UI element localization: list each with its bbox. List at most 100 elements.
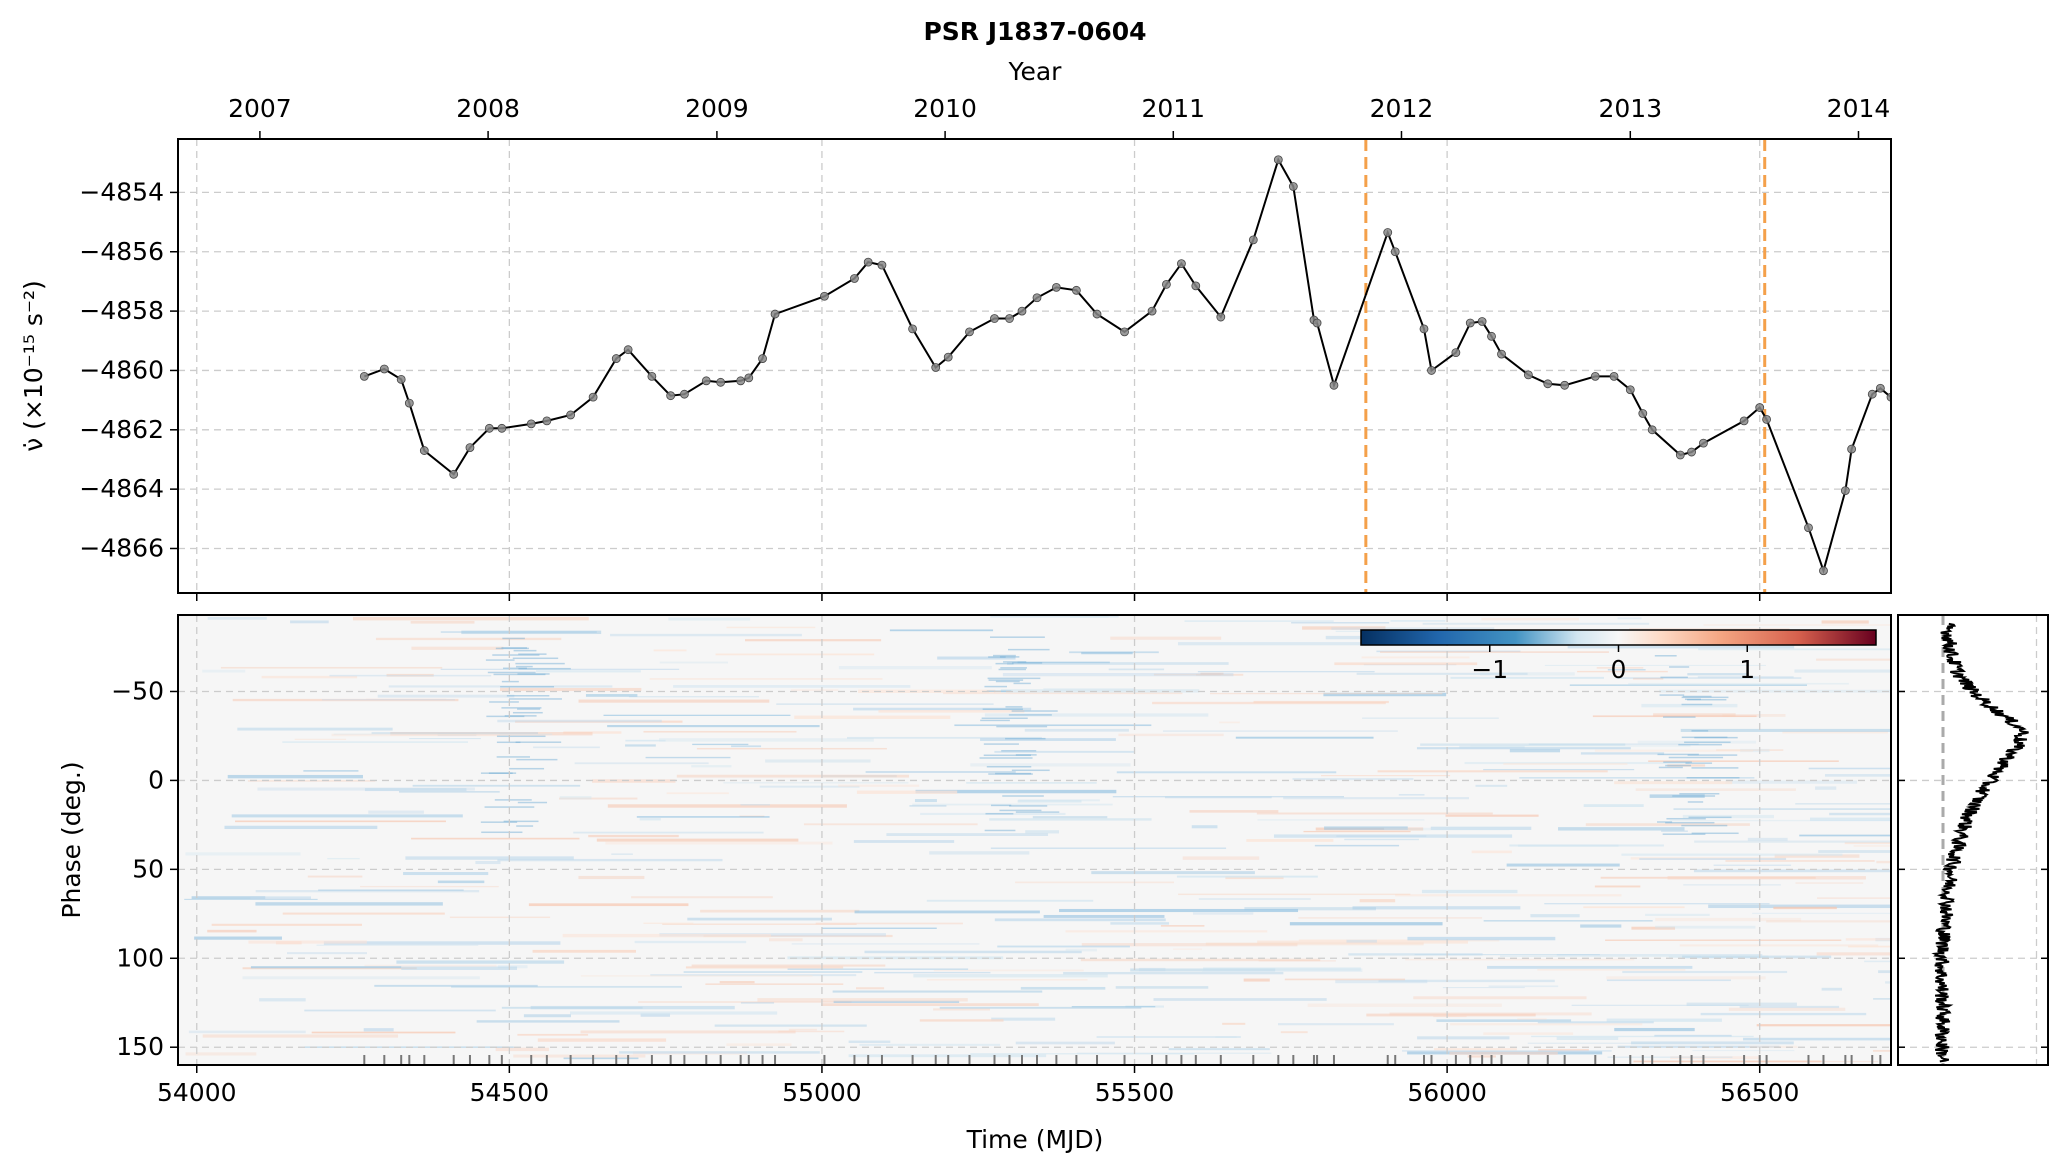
residual-stripe	[1197, 670, 1375, 673]
residual-stripe	[1594, 749, 1754, 752]
residual-stripe	[333, 733, 553, 735]
residual-stripe	[517, 801, 548, 804]
residual-stripe	[497, 858, 723, 862]
residual-stripe	[864, 950, 1082, 954]
residual-stripe	[486, 715, 525, 718]
residual-stripe	[1215, 1036, 1237, 1038]
residual-stripe	[1697, 676, 1794, 679]
residual-stripe	[559, 796, 592, 800]
residual-stripe	[1436, 1019, 1572, 1022]
residual-stripe	[515, 662, 565, 665]
residual-stripe	[481, 831, 523, 834]
residual-stripe	[1743, 1037, 1891, 1041]
top-y-axis-label: ν̇ (×10⁻¹⁵ s⁻²)	[19, 280, 48, 452]
residual-stripe	[1314, 844, 1400, 847]
residual-stripe	[1348, 953, 1483, 956]
residual-stripe	[1614, 781, 1733, 785]
residual-stripe	[1654, 655, 1677, 657]
residual-stripe	[1659, 694, 1685, 696]
residual-stripe	[1864, 960, 1891, 963]
residual-stripe	[1816, 658, 1891, 661]
residual-stripe	[1430, 826, 1532, 830]
residual-stripe	[1280, 1031, 1308, 1034]
residual-stripe	[1725, 780, 1858, 784]
year-tick-label: 2008	[456, 94, 520, 123]
residual-stripe	[512, 657, 559, 660]
residual-stripe	[1661, 830, 1688, 832]
residual-stripe	[659, 738, 874, 742]
residual-stripe	[1631, 926, 1676, 930]
residual-stripe	[440, 668, 680, 670]
residual-stripe	[1475, 784, 1508, 787]
residual-stripe	[1873, 998, 1891, 1000]
residual-stripe	[986, 766, 1032, 768]
residual-stripe	[1323, 692, 1447, 697]
residual-stripe	[1116, 771, 1337, 774]
residual-stripe	[363, 1028, 394, 1032]
residual-stripe	[995, 772, 1032, 775]
top-plot-frame	[177, 138, 1892, 594]
residual-stripe	[592, 779, 676, 783]
residual-stripe	[259, 998, 306, 1002]
residual-stripe	[224, 825, 378, 830]
residual-stripe	[1691, 767, 1739, 769]
residual-stripe	[1110, 922, 1170, 925]
residual-stripe	[1324, 826, 1408, 830]
residual-stripe	[1583, 906, 1685, 909]
residual-stripe	[1665, 764, 1691, 767]
residual-stripe	[1416, 747, 1631, 750]
residual-stripe	[235, 820, 446, 823]
residual-stripe	[643, 922, 694, 924]
residual-stripe	[1693, 869, 1891, 873]
residual-stripe	[257, 787, 475, 791]
residual-stripe	[1017, 800, 1082, 803]
residual-stripe	[513, 1054, 646, 1058]
residual-stripe	[250, 966, 402, 969]
residual-stripe	[1673, 808, 1891, 810]
residual-stripe	[1162, 730, 1398, 732]
residual-stripe	[1246, 839, 1334, 842]
data-point	[666, 391, 676, 401]
residual-stripe	[322, 699, 455, 701]
residual-stripe	[1681, 703, 1713, 706]
residual-stripe	[1017, 661, 1110, 664]
residual-stripe	[1506, 863, 1620, 867]
residual-stripe	[854, 910, 1040, 914]
residual-stripe	[1421, 889, 1518, 894]
data-point	[850, 274, 859, 283]
data-point	[1216, 312, 1226, 322]
residual-stripe	[1679, 944, 1879, 947]
x-tick-label: 54000	[157, 1078, 237, 1107]
residual-stripe	[1362, 717, 1499, 719]
residual-stripe	[1681, 736, 1728, 739]
residual-stripe	[242, 976, 480, 980]
residual-stripe	[990, 615, 1119, 618]
residual-stripe	[913, 974, 1108, 978]
residual-stripe	[731, 745, 762, 748]
residual-stripe	[803, 823, 978, 826]
residual-stripe	[1537, 1021, 1654, 1024]
residual-stripe	[1660, 676, 1688, 679]
residual-stripe	[1808, 767, 1891, 770]
data-point	[990, 314, 999, 323]
residual-stripe	[573, 831, 764, 834]
residual-stripe	[603, 714, 791, 716]
residual-stripe	[1445, 814, 1539, 817]
residual-stripe	[1164, 796, 1272, 799]
residual-stripe	[629, 696, 759, 698]
residual-stripe	[1361, 656, 1470, 659]
heatmap-frame	[177, 614, 1892, 1066]
residual-stripe	[859, 1043, 1001, 1046]
residual-stripe	[1336, 835, 1427, 837]
residual-stripe	[562, 933, 771, 938]
residual-stripe	[666, 792, 729, 795]
residual-stripe	[1694, 840, 1891, 843]
residual-stripe	[1669, 819, 1891, 822]
year-tick-label: 2011	[1141, 94, 1205, 123]
data-point	[943, 352, 953, 362]
residual-stripe	[676, 774, 910, 778]
residual-stripe	[815, 922, 963, 925]
data-point	[566, 410, 576, 420]
data-point	[449, 469, 459, 479]
residual-stripe	[1414, 954, 1600, 956]
